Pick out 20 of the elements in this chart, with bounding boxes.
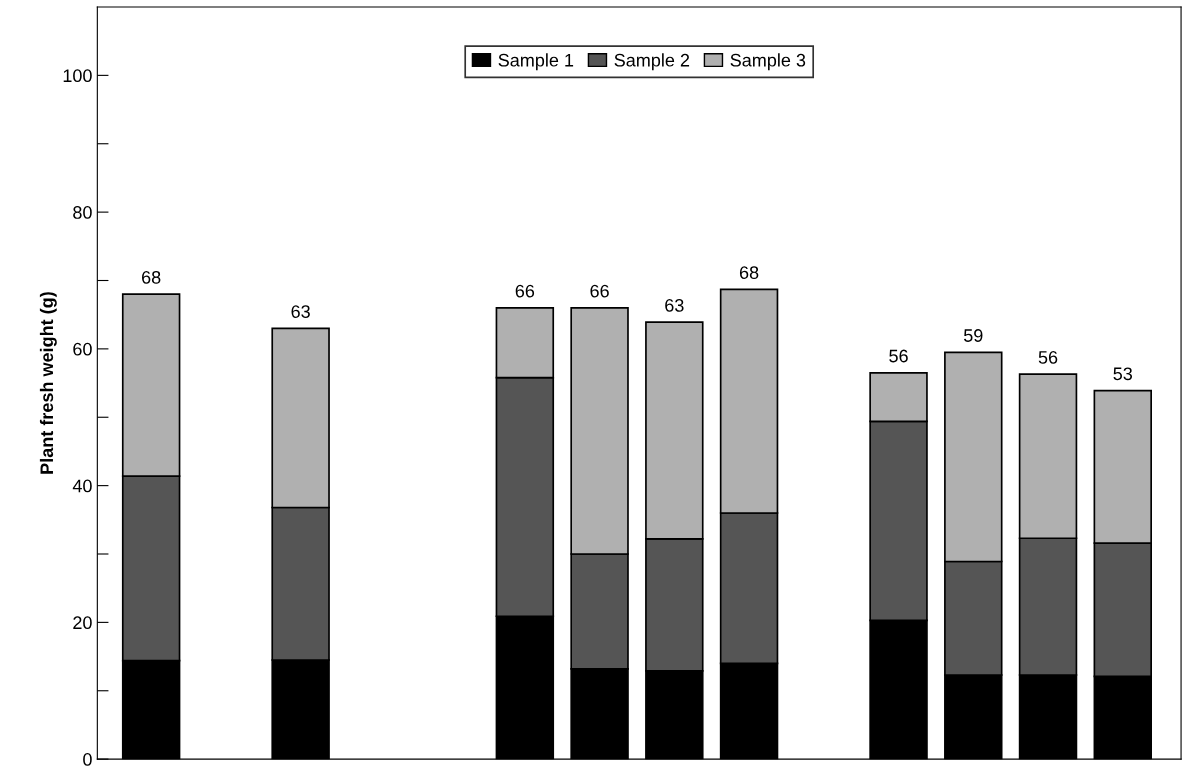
legend-label: Sample 3 <box>730 53 806 71</box>
y-axis-title: Plant fresh weight (g) <box>39 292 57 474</box>
total-label: 59 <box>963 329 983 342</box>
total-label: 68 <box>739 266 759 279</box>
total-label: 63 <box>291 305 310 318</box>
total-label: 66 <box>590 284 609 298</box>
total-label: 53 <box>1113 367 1133 381</box>
legend-label: Sample 2 <box>614 53 690 71</box>
total-label: 66 <box>515 284 535 298</box>
y-tick-label: 0 <box>83 753 92 766</box>
y-tick-label: 20 <box>73 616 92 630</box>
total-label: 56 <box>889 349 908 363</box>
y-tick-label: 80 <box>73 206 92 219</box>
y-tick-label: 60 <box>73 342 92 356</box>
total-label: 63 <box>665 299 684 312</box>
legend-label: Sample 1 <box>498 53 574 71</box>
total-label: 68 <box>142 270 161 284</box>
y-tick-label: 40 <box>72 479 92 493</box>
total-label: 56 <box>1038 350 1058 364</box>
y-tick-label: 100 <box>63 69 92 83</box>
